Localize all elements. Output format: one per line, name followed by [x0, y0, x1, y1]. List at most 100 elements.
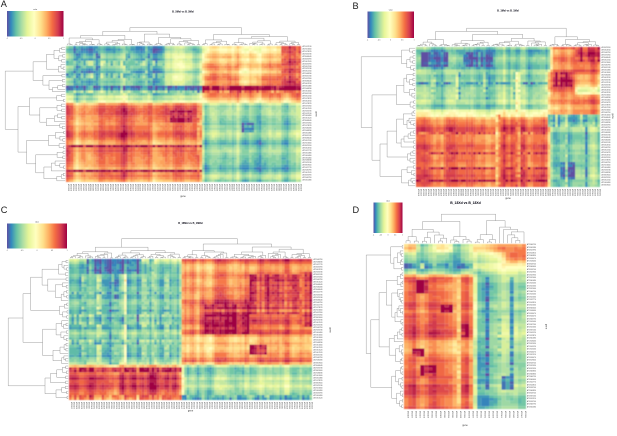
svg-text:AT2G467: AT2G467: [210, 402, 213, 409]
svg-text:AT2G216: AT2G216: [108, 402, 111, 409]
svg-text:AT2G46830: AT2G46830: [303, 87, 312, 90]
svg-text:AT2G25930: AT2G25930: [527, 364, 536, 367]
svg-text:AT5G613: AT5G613: [78, 402, 81, 409]
svg-text:AT2G25930: AT2G25930: [602, 79, 611, 82]
svg-text:value: value: [35, 221, 39, 223]
svg-text:AT5G244: AT5G244: [432, 189, 435, 196]
svg-text:AT2G259: AT2G259: [115, 402, 118, 409]
svg-text:AT1G06460: AT1G06460: [314, 389, 323, 392]
svg-text:AT1G73870: AT1G73870: [303, 102, 312, 105]
svg-text:AT5G244: AT5G244: [119, 184, 122, 191]
svg-text:AT1G015: AT1G015: [434, 189, 437, 196]
svg-text:A: A: [1, 0, 8, 9]
svg-text:AT1G064: AT1G064: [136, 184, 139, 191]
svg-text:AT5G028: AT5G028: [67, 184, 70, 191]
svg-text:AT5G244: AT5G244: [99, 184, 102, 191]
svg-text:AT1G064: AT1G064: [599, 189, 602, 196]
svg-text:AT1G129: AT1G129: [228, 402, 231, 409]
svg-text:AT2G21660: AT2G21660: [527, 276, 536, 279]
svg-text:AT5G244: AT5G244: [296, 402, 299, 409]
svg-text:AT5G244: AT5G244: [288, 402, 291, 409]
svg-text:AT1G015: AT1G015: [443, 411, 446, 418]
svg-text:AT3G26740: AT3G26740: [527, 262, 536, 265]
svg-text:AT5G613: AT5G613: [250, 184, 253, 191]
svg-text:AT1G064: AT1G064: [141, 184, 144, 191]
svg-text:AT2G21660: AT2G21660: [527, 284, 536, 287]
svg-text:AT3G267: AT3G267: [170, 402, 173, 409]
svg-text:AT2G46790: AT2G46790: [527, 317, 536, 320]
svg-text:AT5G372: AT5G372: [258, 184, 261, 191]
svg-text:AT1G06460: AT1G06460: [303, 156, 312, 159]
svg-text:AT2G259: AT2G259: [223, 402, 226, 409]
svg-text:AT5G02810: AT5G02810: [602, 76, 611, 79]
svg-text:AT3G466: AT3G466: [591, 189, 594, 196]
svg-text:AT3G466: AT3G466: [500, 411, 503, 418]
svg-text:AT1G73870: AT1G73870: [602, 159, 611, 162]
svg-text:0.5: 0.5: [394, 235, 396, 237]
svg-text:AT2G25930: AT2G25930: [602, 169, 611, 172]
svg-text:AT1G227: AT1G227: [230, 184, 233, 191]
svg-text:AT3G096: AT3G096: [508, 411, 511, 418]
svg-text:value: value: [386, 200, 390, 202]
svg-text:AT2G21660: AT2G21660: [527, 295, 536, 298]
svg-text:AT3G267: AT3G267: [133, 402, 136, 409]
svg-text:AT2G400: AT2G400: [531, 189, 534, 196]
svg-text:AT1G064: AT1G064: [190, 402, 193, 409]
svg-text:AT5G37260: AT5G37260: [303, 122, 312, 125]
svg-text:AT3G26740: AT3G26740: [527, 386, 536, 389]
svg-text:AT2G21660: AT2G21660: [527, 287, 536, 290]
svg-text:AT1G73870: AT1G73870: [602, 104, 611, 107]
svg-text:AT2G400: AT2G400: [114, 184, 117, 191]
svg-text:AT4G25990: AT4G25990: [527, 249, 536, 252]
svg-text:AT1G064: AT1G064: [447, 411, 450, 418]
svg-text:-1: -1: [367, 40, 368, 42]
svg-text:AT2G25930: AT2G25930: [527, 271, 536, 274]
svg-text:AT5G372: AT5G372: [569, 189, 572, 196]
svg-text:AT1G22770: AT1G22770: [303, 149, 312, 152]
svg-text:AT1G010: AT1G010: [160, 402, 163, 409]
svg-text:B_5Mxl vs B_5Mxl: B_5Mxl vs B_5Mxl: [172, 10, 194, 13]
svg-text:AT4G25990: AT4G25990: [602, 176, 611, 179]
svg-text:AT2G21660: AT2G21660: [303, 48, 312, 51]
svg-text:1: 1: [402, 235, 403, 237]
svg-text:AT1G01520: AT1G01520: [314, 397, 323, 400]
svg-text:AT1G06460: AT1G06460: [602, 99, 611, 102]
svg-text:AT5G028: AT5G028: [422, 189, 425, 196]
svg-text:AT3G267: AT3G267: [516, 189, 519, 196]
svg-text:AT2G25930: AT2G25930: [527, 342, 536, 345]
svg-text:AT1G015: AT1G015: [186, 184, 189, 191]
svg-text:AT5G244: AT5G244: [238, 402, 241, 409]
svg-text:1: 1: [414, 40, 415, 42]
svg-text:AT2G216: AT2G216: [512, 189, 515, 196]
svg-text:AT5G37260: AT5G37260: [527, 394, 536, 397]
svg-text:AT4G259: AT4G259: [139, 184, 142, 191]
svg-text:AT3G096: AT3G096: [126, 184, 129, 191]
svg-text:AT1G01060: AT1G01060: [602, 114, 611, 117]
svg-text:AT2G21660: AT2G21660: [602, 61, 611, 64]
svg-text:AT2G46830: AT2G46830: [527, 372, 536, 375]
svg-text:AT4G259: AT4G259: [489, 189, 492, 196]
svg-text:AT3G46640: AT3G46640: [527, 306, 536, 309]
svg-text:AT1G064: AT1G064: [467, 189, 470, 196]
svg-text:AT2G259: AT2G259: [442, 189, 445, 196]
svg-text:AT1G227: AT1G227: [556, 189, 559, 196]
svg-text:AT2G468: AT2G468: [233, 184, 236, 191]
svg-text:AT2G21660: AT2G21660: [527, 304, 536, 307]
svg-text:AT2G46790: AT2G46790: [527, 375, 536, 378]
svg-text:AT3G096: AT3G096: [164, 184, 167, 191]
svg-text:AT3G26740: AT3G26740: [602, 141, 611, 144]
svg-text:AT2G467: AT2G467: [180, 402, 183, 409]
svg-text:AT5G24470: AT5G24470: [602, 151, 611, 154]
svg-text:AT2G40080: AT2G40080: [314, 286, 323, 289]
svg-text:AT5G37260: AT5G37260: [303, 104, 312, 107]
svg-text:AT2G216: AT2G216: [95, 402, 98, 409]
svg-text:AT3G096: AT3G096: [559, 189, 562, 196]
svg-text:AT2G259: AT2G259: [594, 189, 597, 196]
svg-text:AT3G466: AT3G466: [293, 402, 296, 409]
svg-text:AT2G40080: AT2G40080: [314, 359, 323, 362]
svg-text:AT2G400: AT2G400: [292, 184, 295, 191]
svg-text:AT5G02810: AT5G02810: [602, 154, 611, 157]
svg-text:AT5G02810: AT5G02810: [303, 99, 312, 102]
svg-text:AT5G52310: AT5G52310: [602, 59, 611, 62]
svg-text:AT5G613: AT5G613: [168, 184, 171, 191]
